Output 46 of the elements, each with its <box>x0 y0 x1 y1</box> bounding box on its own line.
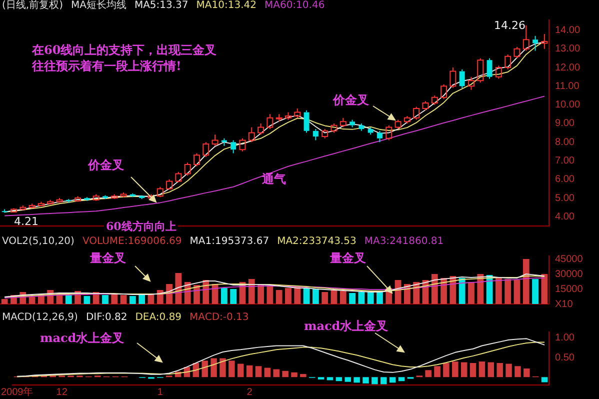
x-tick-label: 1 <box>157 386 164 398</box>
annotation: 在60线向上的支持下，出现三金叉往往预示着有一段上涨行情! <box>32 42 218 74</box>
text: DEA:0.89 <box>135 312 182 323</box>
text: MA10:13.42 <box>196 0 256 11</box>
y-tick-label: 11.00 <box>555 80 580 92</box>
text: MA1:195373.67 <box>190 236 270 247</box>
y-tick-label: 6.00 <box>555 174 575 186</box>
y-tick-label: 9.00 <box>555 118 575 130</box>
y-tick-label: 1.00 <box>555 332 575 344</box>
y-tick-label: 45000 <box>555 254 584 265</box>
y-tick-label: 13.00 <box>555 44 580 55</box>
text: MA3:241860.81 <box>364 236 444 247</box>
y-tick-label: 15000 <box>555 284 584 295</box>
y-tick-label: 30000 <box>555 268 584 280</box>
annotation: 量金叉 <box>90 250 126 266</box>
annotation: 价金叉 <box>333 92 369 108</box>
chart-subtitle: MA短长均线 <box>70 0 126 11</box>
y-tick-label: 4.00 <box>555 211 575 222</box>
annotation: 14.26 <box>494 18 526 34</box>
y-tick-label: 7.00 <box>555 156 575 166</box>
annotation: macd水上金叉 <box>304 318 388 334</box>
annotation: 通气 <box>262 171 286 187</box>
y-tick-label: 8.00 <box>555 136 575 148</box>
text: MA60:10.46 <box>264 0 325 11</box>
y-tick-label: 14.00 <box>555 25 580 36</box>
y-tick-label: 0.50 <box>555 352 575 364</box>
x-tick-label: 12 <box>56 386 68 398</box>
annotation: macd水上金叉 <box>40 330 124 346</box>
text: MA2:233743.53 <box>277 236 356 247</box>
y-tick-label: 5.00 <box>555 192 575 204</box>
annotation: 4.21 <box>14 214 38 230</box>
annotation: 量金叉 <box>330 250 366 266</box>
text: MA5:13.37 <box>134 0 188 11</box>
chart-title: VOL2(5,10,20) <box>2 236 74 247</box>
chart-title: MACD(12,26,9) <box>2 312 78 323</box>
text: MACD:-0.13 <box>190 312 249 323</box>
text: VOLUME:169006.69 <box>82 236 182 247</box>
chart-title: (日线,前复权) <box>2 0 63 11</box>
y-tick-label: 12.00 <box>555 62 580 74</box>
y-tick-label: X10 <box>555 298 574 310</box>
x-tick-label: 2 <box>246 386 253 398</box>
x-tick-label: 2009年 <box>1 386 34 398</box>
y-tick-label: 10.00 <box>555 100 580 111</box>
text: DIF:0.82 <box>86 312 128 323</box>
annotation: 60线方向向上 <box>104 220 178 233</box>
annotation: 价金叉 <box>88 157 124 173</box>
